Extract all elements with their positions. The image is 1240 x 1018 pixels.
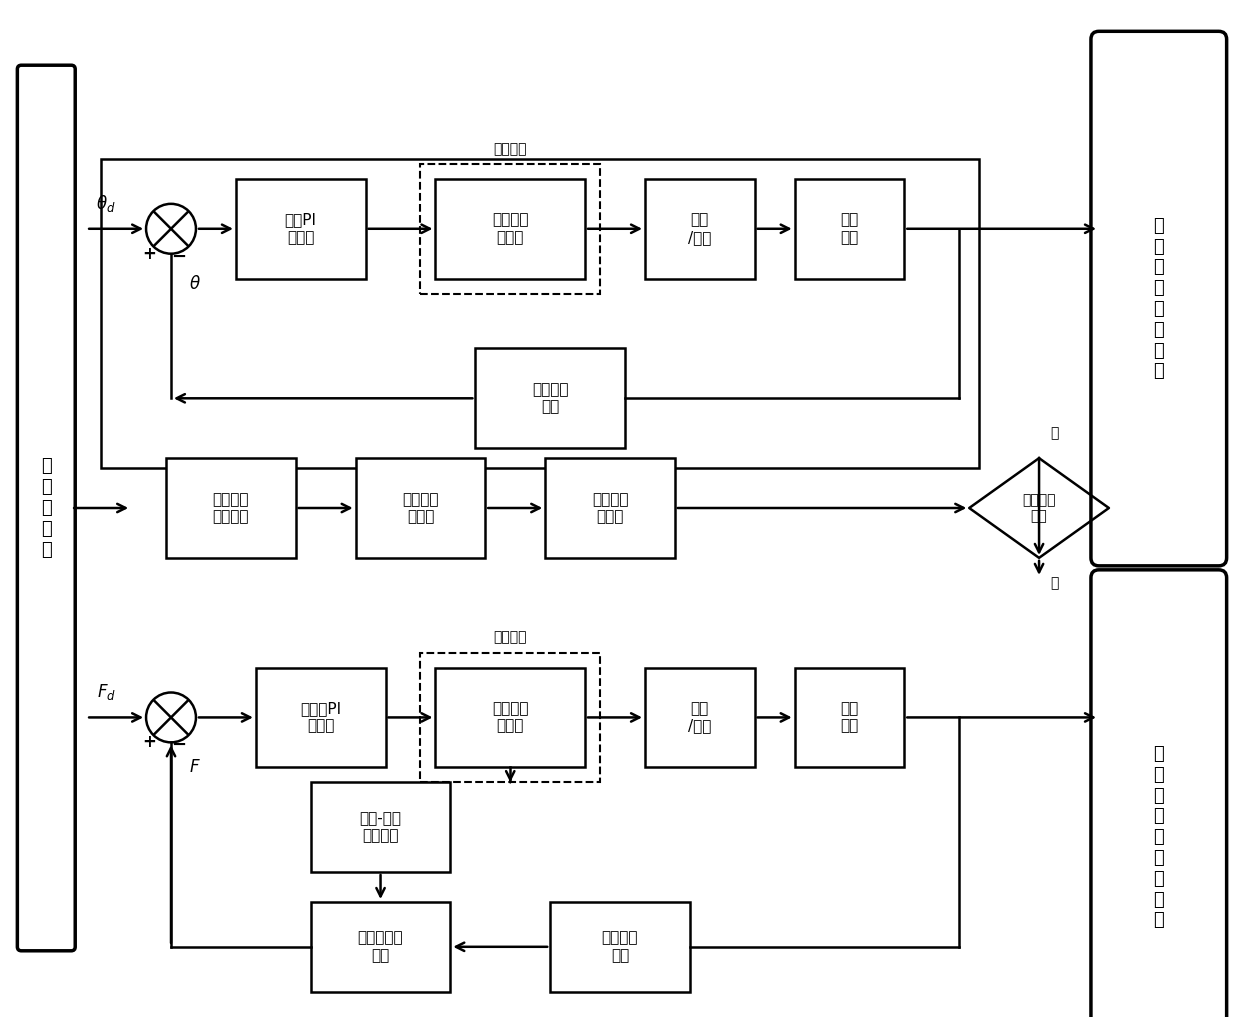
FancyBboxPatch shape (645, 179, 755, 279)
FancyBboxPatch shape (551, 902, 689, 992)
FancyBboxPatch shape (255, 668, 386, 768)
FancyBboxPatch shape (166, 458, 295, 558)
FancyBboxPatch shape (311, 902, 450, 992)
Text: +: + (143, 244, 156, 263)
FancyBboxPatch shape (1091, 570, 1226, 1018)
FancyBboxPatch shape (435, 668, 585, 768)
Text: 电机
/缆绳: 电机 /缆绳 (688, 213, 712, 245)
Text: $\theta$: $\theta$ (188, 275, 201, 292)
FancyBboxPatch shape (311, 782, 450, 872)
Text: 柔性
手指: 柔性 手指 (841, 213, 858, 245)
FancyBboxPatch shape (356, 458, 485, 558)
Text: +: + (143, 733, 156, 751)
Text: 柔性
手指: 柔性 手指 (841, 701, 858, 734)
Text: 角度PI
控制器: 角度PI 控制器 (285, 213, 316, 245)
Text: 高频内环: 高频内环 (494, 630, 527, 644)
Text: 应变信号
采集模块: 应变信号 采集模块 (212, 492, 249, 524)
Text: 柔
性
手
指
形
状
控
制: 柔 性 手 指 形 状 控 制 (1153, 217, 1164, 381)
Text: 柔
性
手
指
接
触
力
控
制: 柔 性 手 指 接 触 力 控 制 (1153, 745, 1164, 929)
Text: $F$: $F$ (188, 758, 201, 777)
FancyBboxPatch shape (1091, 32, 1226, 566)
FancyBboxPatch shape (795, 179, 904, 279)
FancyBboxPatch shape (435, 179, 585, 279)
Text: 形状感知
模型: 形状感知 模型 (601, 930, 639, 963)
Text: $\theta_d$: $\theta_d$ (97, 192, 117, 214)
Text: $F_d$: $F_d$ (97, 682, 115, 702)
Text: 电机角度
控制器: 电机角度 控制器 (492, 213, 528, 245)
Text: 接触力感知
模型: 接触力感知 模型 (357, 930, 403, 963)
Text: 是: 是 (1050, 576, 1058, 589)
Text: −: − (171, 736, 186, 754)
Text: 电机
/缆绳: 电机 /缆绳 (688, 701, 712, 734)
Text: 否: 否 (1050, 427, 1058, 440)
FancyBboxPatch shape (17, 65, 76, 951)
Text: 形状感知
模型: 形状感知 模型 (532, 382, 568, 414)
Text: −: − (171, 247, 186, 266)
FancyBboxPatch shape (546, 458, 675, 558)
Text: 电流-拉力
转换关系: 电流-拉力 转换关系 (360, 811, 402, 843)
Text: 柔
性
机
械
手: 柔 性 机 械 手 (41, 457, 52, 559)
FancyBboxPatch shape (236, 179, 366, 279)
Text: 应变信号
差分器: 应变信号 差分器 (591, 492, 629, 524)
Text: 应变信号
滤波器: 应变信号 滤波器 (402, 492, 439, 524)
FancyBboxPatch shape (795, 668, 904, 768)
Text: 接触力PI
控制器: 接触力PI 控制器 (300, 701, 341, 734)
FancyBboxPatch shape (475, 348, 625, 448)
FancyBboxPatch shape (645, 668, 755, 768)
Text: 稳定接触
判断: 稳定接触 判断 (1022, 493, 1055, 523)
Text: 高频内环: 高频内环 (494, 142, 527, 156)
Text: 电机电流
控制器: 电机电流 控制器 (492, 701, 528, 734)
